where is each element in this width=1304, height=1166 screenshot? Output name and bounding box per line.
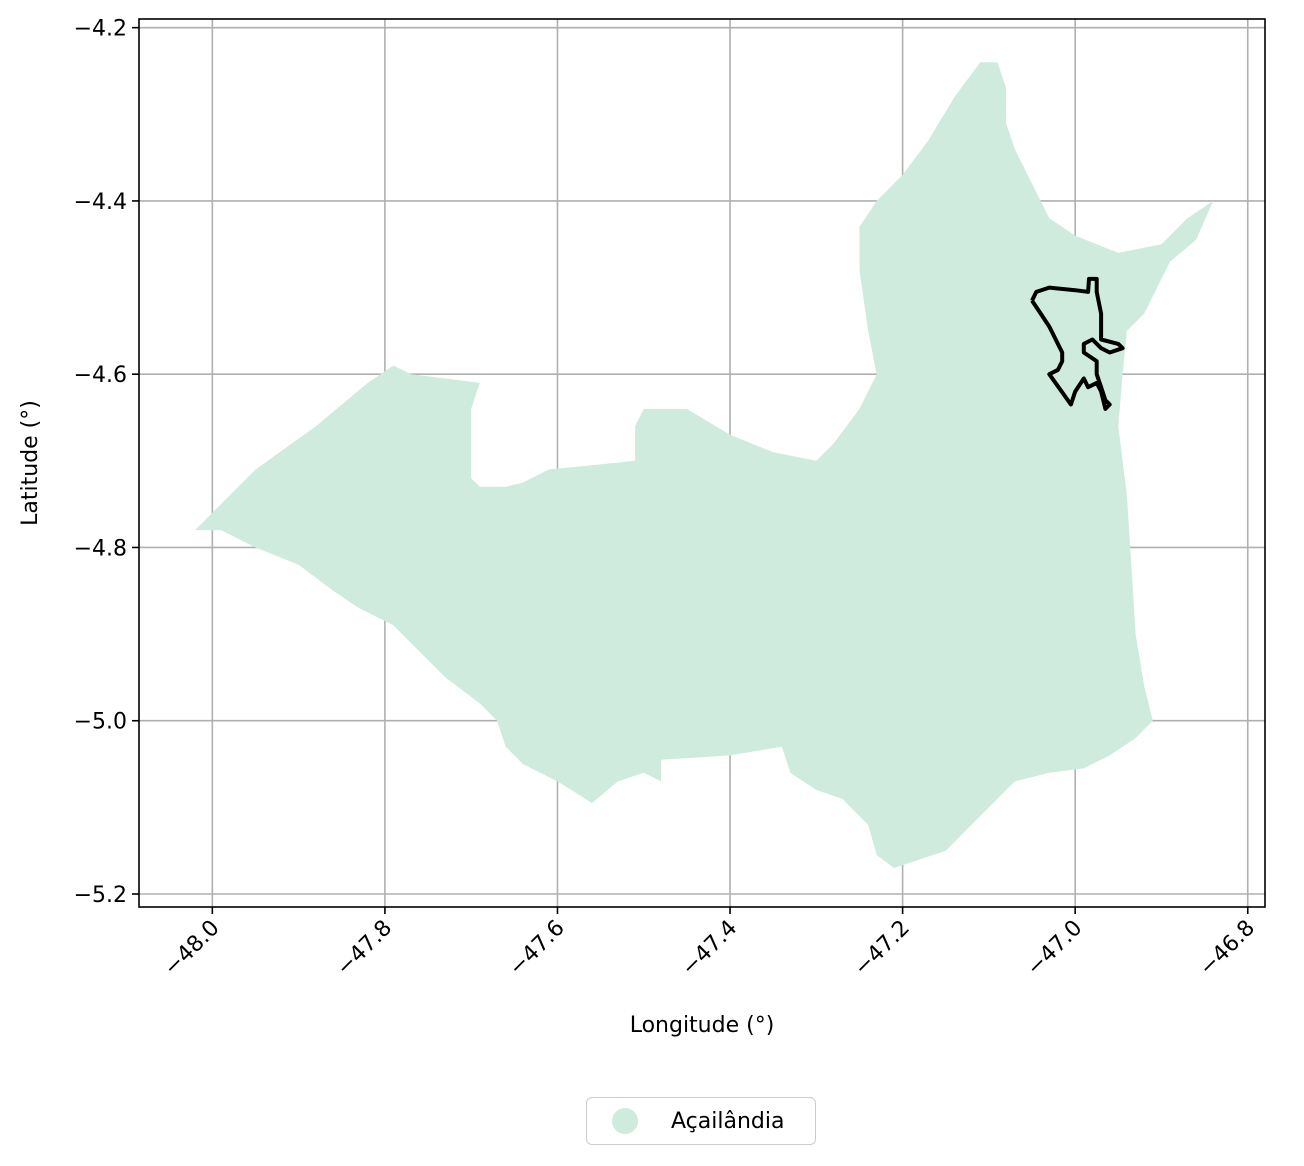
legend: Açailândia [586, 1097, 816, 1145]
x-tick-label: −47.4 [677, 916, 742, 981]
y-axis-label: Latitude (°) [18, 400, 43, 526]
legend-label: Açailândia [671, 1108, 785, 1134]
y-tick-label: −4.8 [74, 536, 127, 561]
legend-swatch-icon [612, 1108, 638, 1134]
y-tick-label: −4.6 [74, 363, 127, 388]
y-axis-ticks: −4.2 −4.4 −4.6 −4.8 −5.0 −5.2 [74, 17, 139, 908]
x-axis-ticks: −48.0 −47.8 −47.6 −47.4 −47.2 −47.0 −46.8 [159, 907, 1260, 981]
x-tick-label: −48.0 [159, 916, 224, 981]
highlight-outline [1030, 276, 1125, 411]
x-tick-label: −47.8 [332, 916, 397, 981]
y-tick-label: −5.0 [74, 710, 127, 735]
region-acailandia [195, 62, 1214, 869]
x-axis-label: Longitude (°) [630, 1013, 775, 1038]
plot-frame [138, 18, 1266, 908]
x-tick-label: −47.6 [504, 916, 569, 981]
y-tick-label: −4.2 [74, 17, 127, 42]
x-tick-label: −47.2 [849, 916, 914, 981]
x-tick-label: −46.8 [1195, 916, 1260, 981]
y-tick-label: −4.4 [74, 190, 127, 215]
plot-area [138, 18, 1266, 908]
y-tick-label: −5.2 [74, 883, 127, 908]
x-tick-label: −47.0 [1022, 916, 1087, 981]
